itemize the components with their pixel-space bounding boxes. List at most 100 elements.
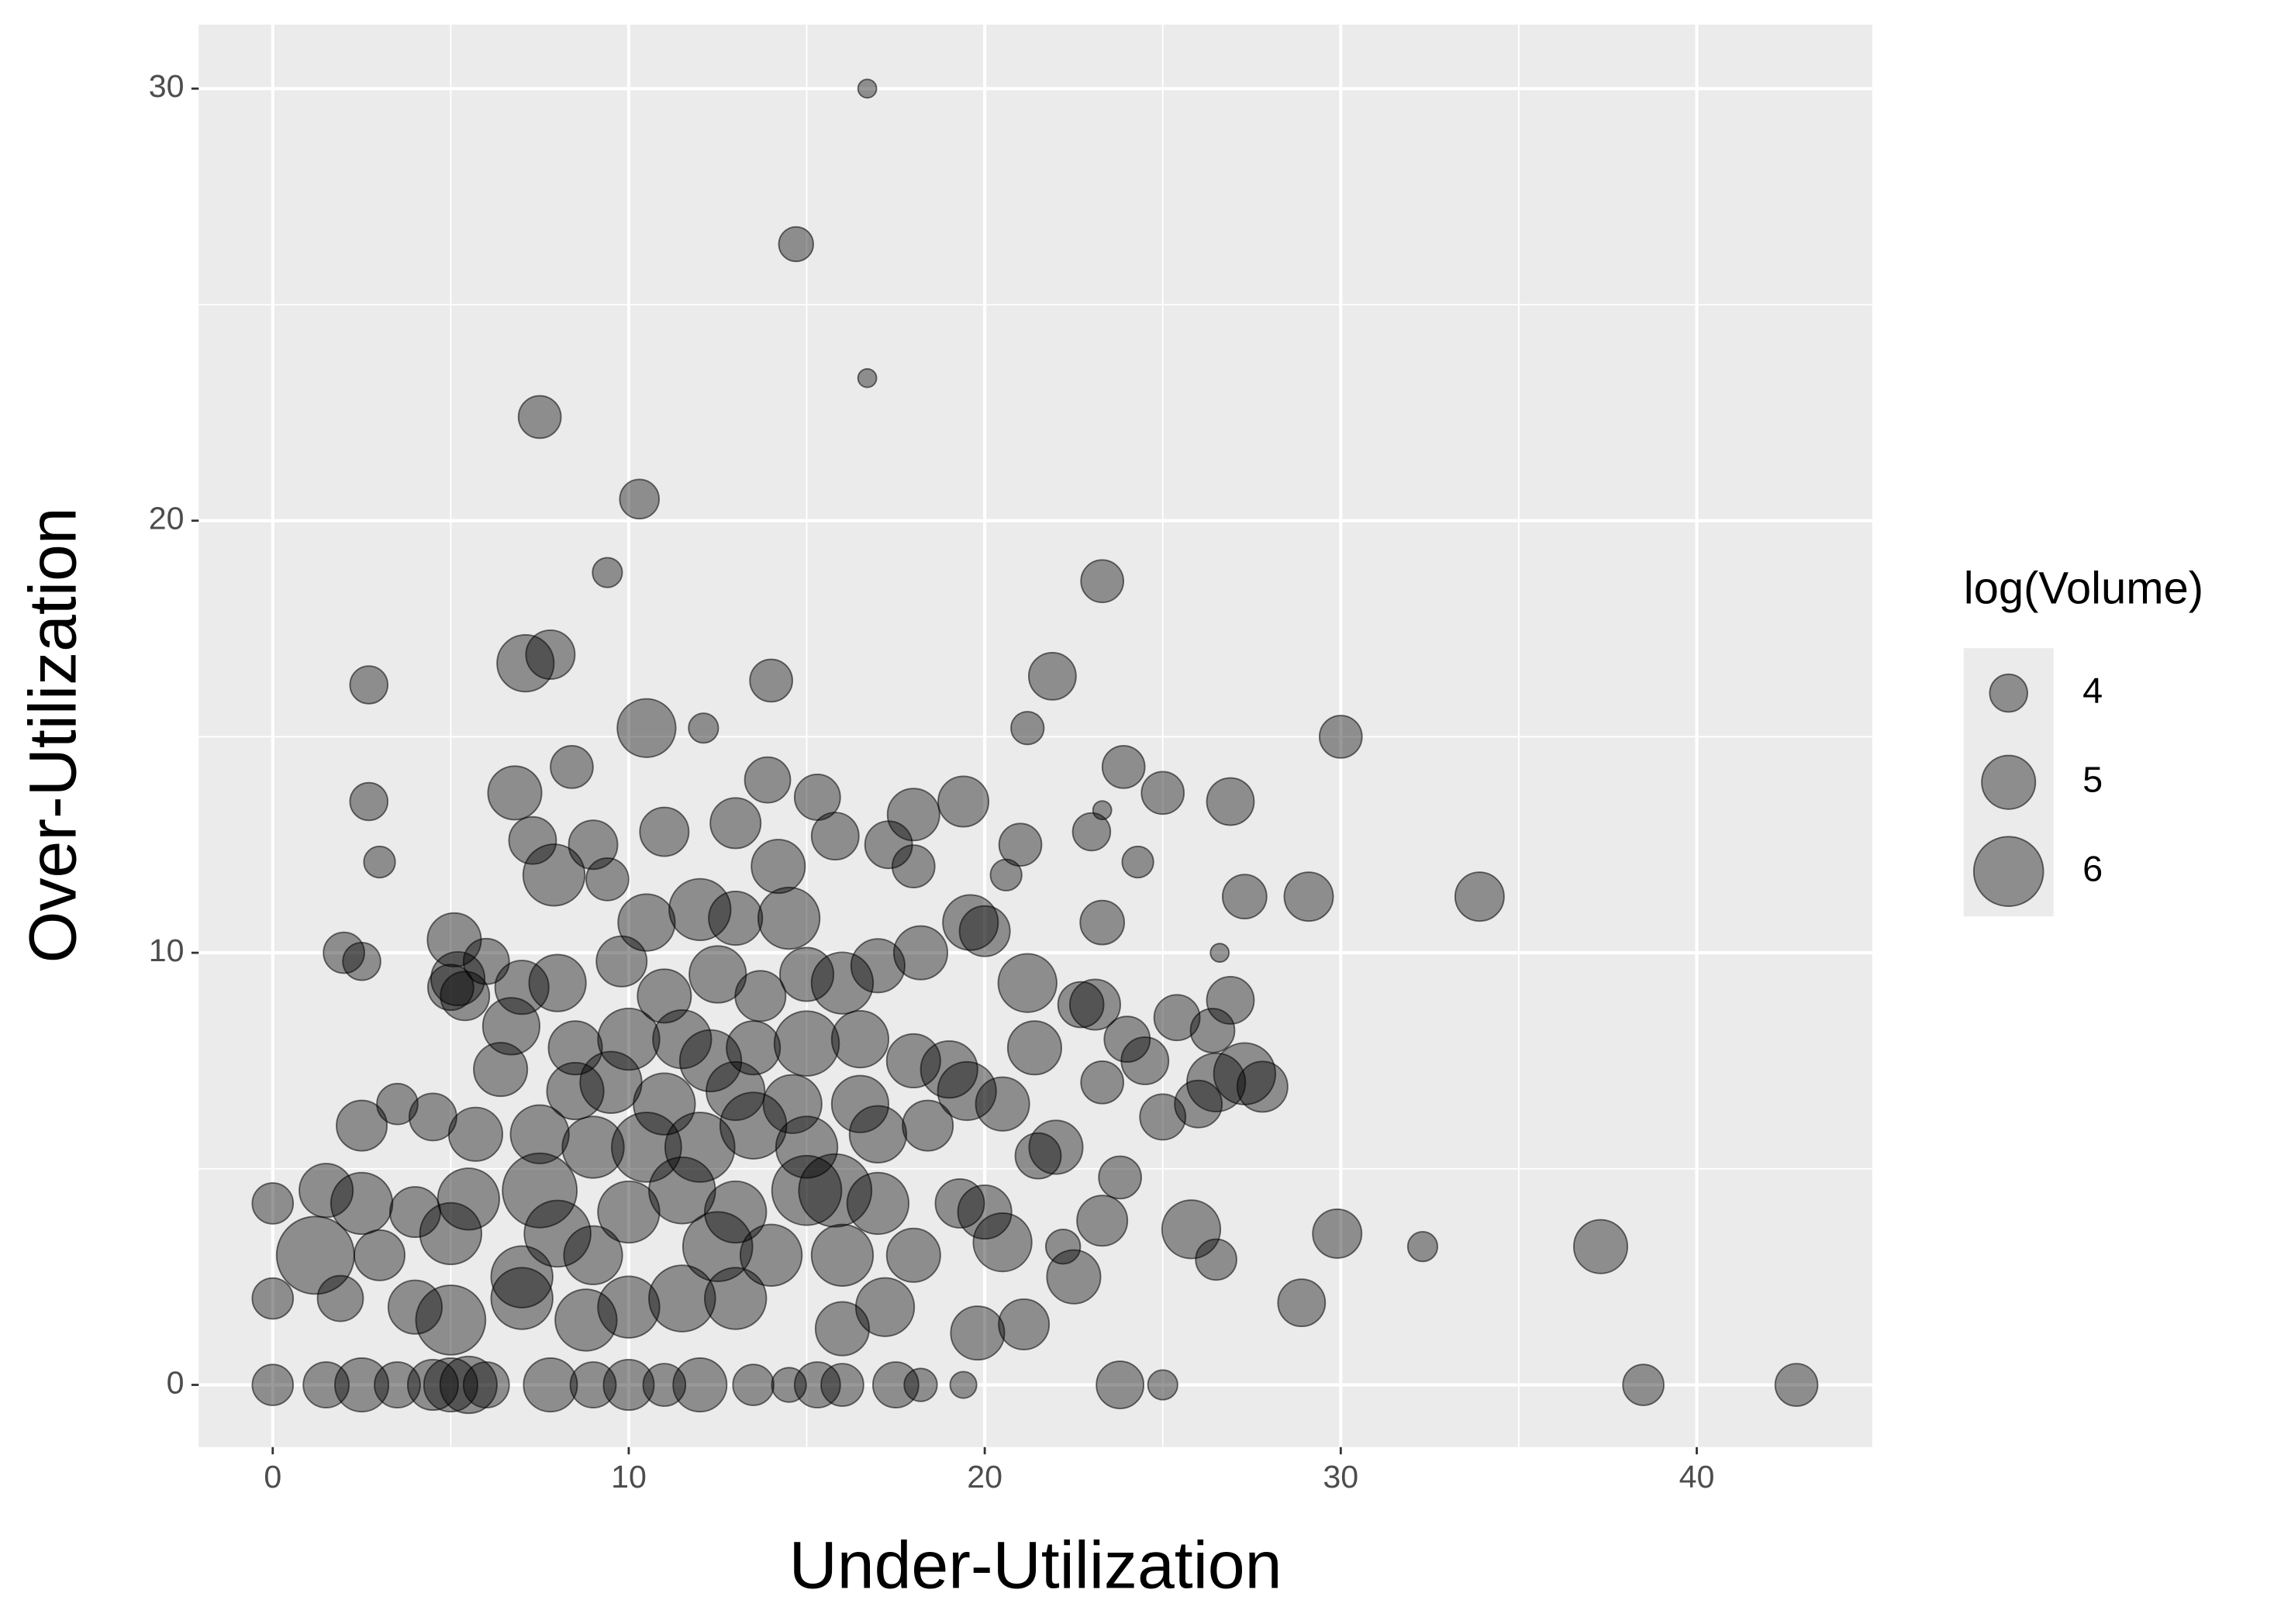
- y-tick-label: 10: [149, 933, 185, 968]
- legend-key: [1972, 836, 2045, 908]
- legend-label: 6: [2082, 849, 2103, 889]
- bubble: [481, 997, 541, 1056]
- bubble: [810, 1223, 875, 1287]
- bubble: [415, 1284, 487, 1356]
- bubble: [568, 819, 619, 871]
- bubble: [744, 756, 792, 804]
- bubble: [517, 395, 562, 440]
- bubble: [423, 1357, 478, 1413]
- bubble: [762, 1074, 823, 1134]
- bubble: [798, 1153, 873, 1228]
- bubble: [1010, 711, 1045, 746]
- bubble: [1161, 1199, 1222, 1260]
- bubble: [336, 1099, 388, 1152]
- y-tick-label: 20: [149, 501, 185, 536]
- bubble: [648, 1156, 716, 1225]
- bubble: [490, 1267, 554, 1330]
- bubble: [704, 1180, 768, 1244]
- bubble: [1046, 1249, 1102, 1305]
- bubble: [1206, 976, 1255, 1025]
- bubble: [550, 745, 594, 789]
- bubble: [592, 557, 623, 588]
- bubble: [1101, 745, 1146, 789]
- bubble: [439, 1355, 498, 1415]
- bubble: [1103, 1015, 1151, 1063]
- bubble: [1121, 845, 1154, 879]
- bubble: [619, 478, 661, 520]
- bubble: [814, 1301, 870, 1357]
- bubble: [1079, 899, 1126, 946]
- bubble: [561, 1115, 625, 1179]
- bubble: [857, 367, 878, 388]
- x-tick-label: 20: [967, 1459, 1002, 1495]
- bubble: [937, 775, 990, 828]
- bubble: [652, 1009, 713, 1070]
- bubble: [473, 1042, 529, 1098]
- bubble: [1454, 871, 1505, 922]
- bubble: [1312, 1208, 1363, 1259]
- bubble: [554, 1288, 618, 1352]
- bubble: [1318, 715, 1363, 759]
- bubble: [1189, 1008, 1236, 1053]
- bubble: [330, 1171, 394, 1236]
- bubble: [771, 1367, 807, 1403]
- bubble: [1092, 800, 1113, 821]
- bubble: [1044, 1228, 1082, 1265]
- bubble: [597, 1180, 661, 1244]
- bubble: [1236, 1060, 1289, 1113]
- bubble: [708, 890, 764, 946]
- bubble: [597, 1275, 661, 1339]
- bubble: [664, 1112, 736, 1183]
- bubble: [502, 1152, 578, 1229]
- bubble: [749, 658, 793, 703]
- bubble: [1572, 1219, 1629, 1274]
- bubble: [522, 843, 586, 907]
- bubble: [251, 1277, 295, 1320]
- bubble: [585, 857, 630, 902]
- bubble: [617, 893, 676, 952]
- bubble: [639, 806, 690, 857]
- legend-title: log(Volume): [1964, 564, 2203, 613]
- bubble: [848, 1105, 907, 1164]
- bubble: [437, 1167, 501, 1231]
- bubble: [997, 953, 1058, 1013]
- bubble: [349, 665, 389, 705]
- bubble: [1622, 1364, 1665, 1406]
- bubble: [1185, 1052, 1247, 1112]
- bubble: [1195, 1238, 1237, 1281]
- bubble: [854, 1277, 916, 1337]
- bubble: [846, 1171, 910, 1236]
- bubble: [251, 1364, 295, 1406]
- bubble: [1071, 812, 1112, 852]
- bubble: [1283, 871, 1334, 922]
- x-axis-title: Under-Utilization: [789, 1529, 1282, 1603]
- bubble: [523, 1199, 592, 1268]
- bubble: [902, 1099, 954, 1152]
- bubble: [569, 1361, 617, 1409]
- bubble: [508, 815, 557, 865]
- bubble: [751, 839, 806, 895]
- bubble: [871, 1361, 920, 1409]
- bubble: [1027, 651, 1077, 701]
- bubble: [1774, 1363, 1819, 1407]
- bubble: [1209, 943, 1230, 964]
- x-tick-label: 0: [264, 1459, 281, 1495]
- bubble: [937, 1060, 997, 1122]
- bubble: [1277, 1278, 1327, 1328]
- bubble: [1076, 1195, 1129, 1247]
- bubble: [672, 1357, 728, 1413]
- bubble: [637, 968, 692, 1024]
- bubble: [1014, 1132, 1062, 1180]
- bubble: [885, 1033, 941, 1089]
- bubble: [496, 634, 555, 693]
- bubble: [462, 1361, 510, 1409]
- bubble: [709, 797, 762, 850]
- bubble: [903, 1367, 938, 1402]
- bubble: [1068, 978, 1121, 1031]
- bubble: [595, 935, 648, 988]
- bubble: [1080, 559, 1124, 604]
- bubble: [1098, 1155, 1142, 1200]
- bubble: [830, 1074, 890, 1133]
- bubble: [989, 858, 1023, 891]
- bubble: [376, 1082, 419, 1126]
